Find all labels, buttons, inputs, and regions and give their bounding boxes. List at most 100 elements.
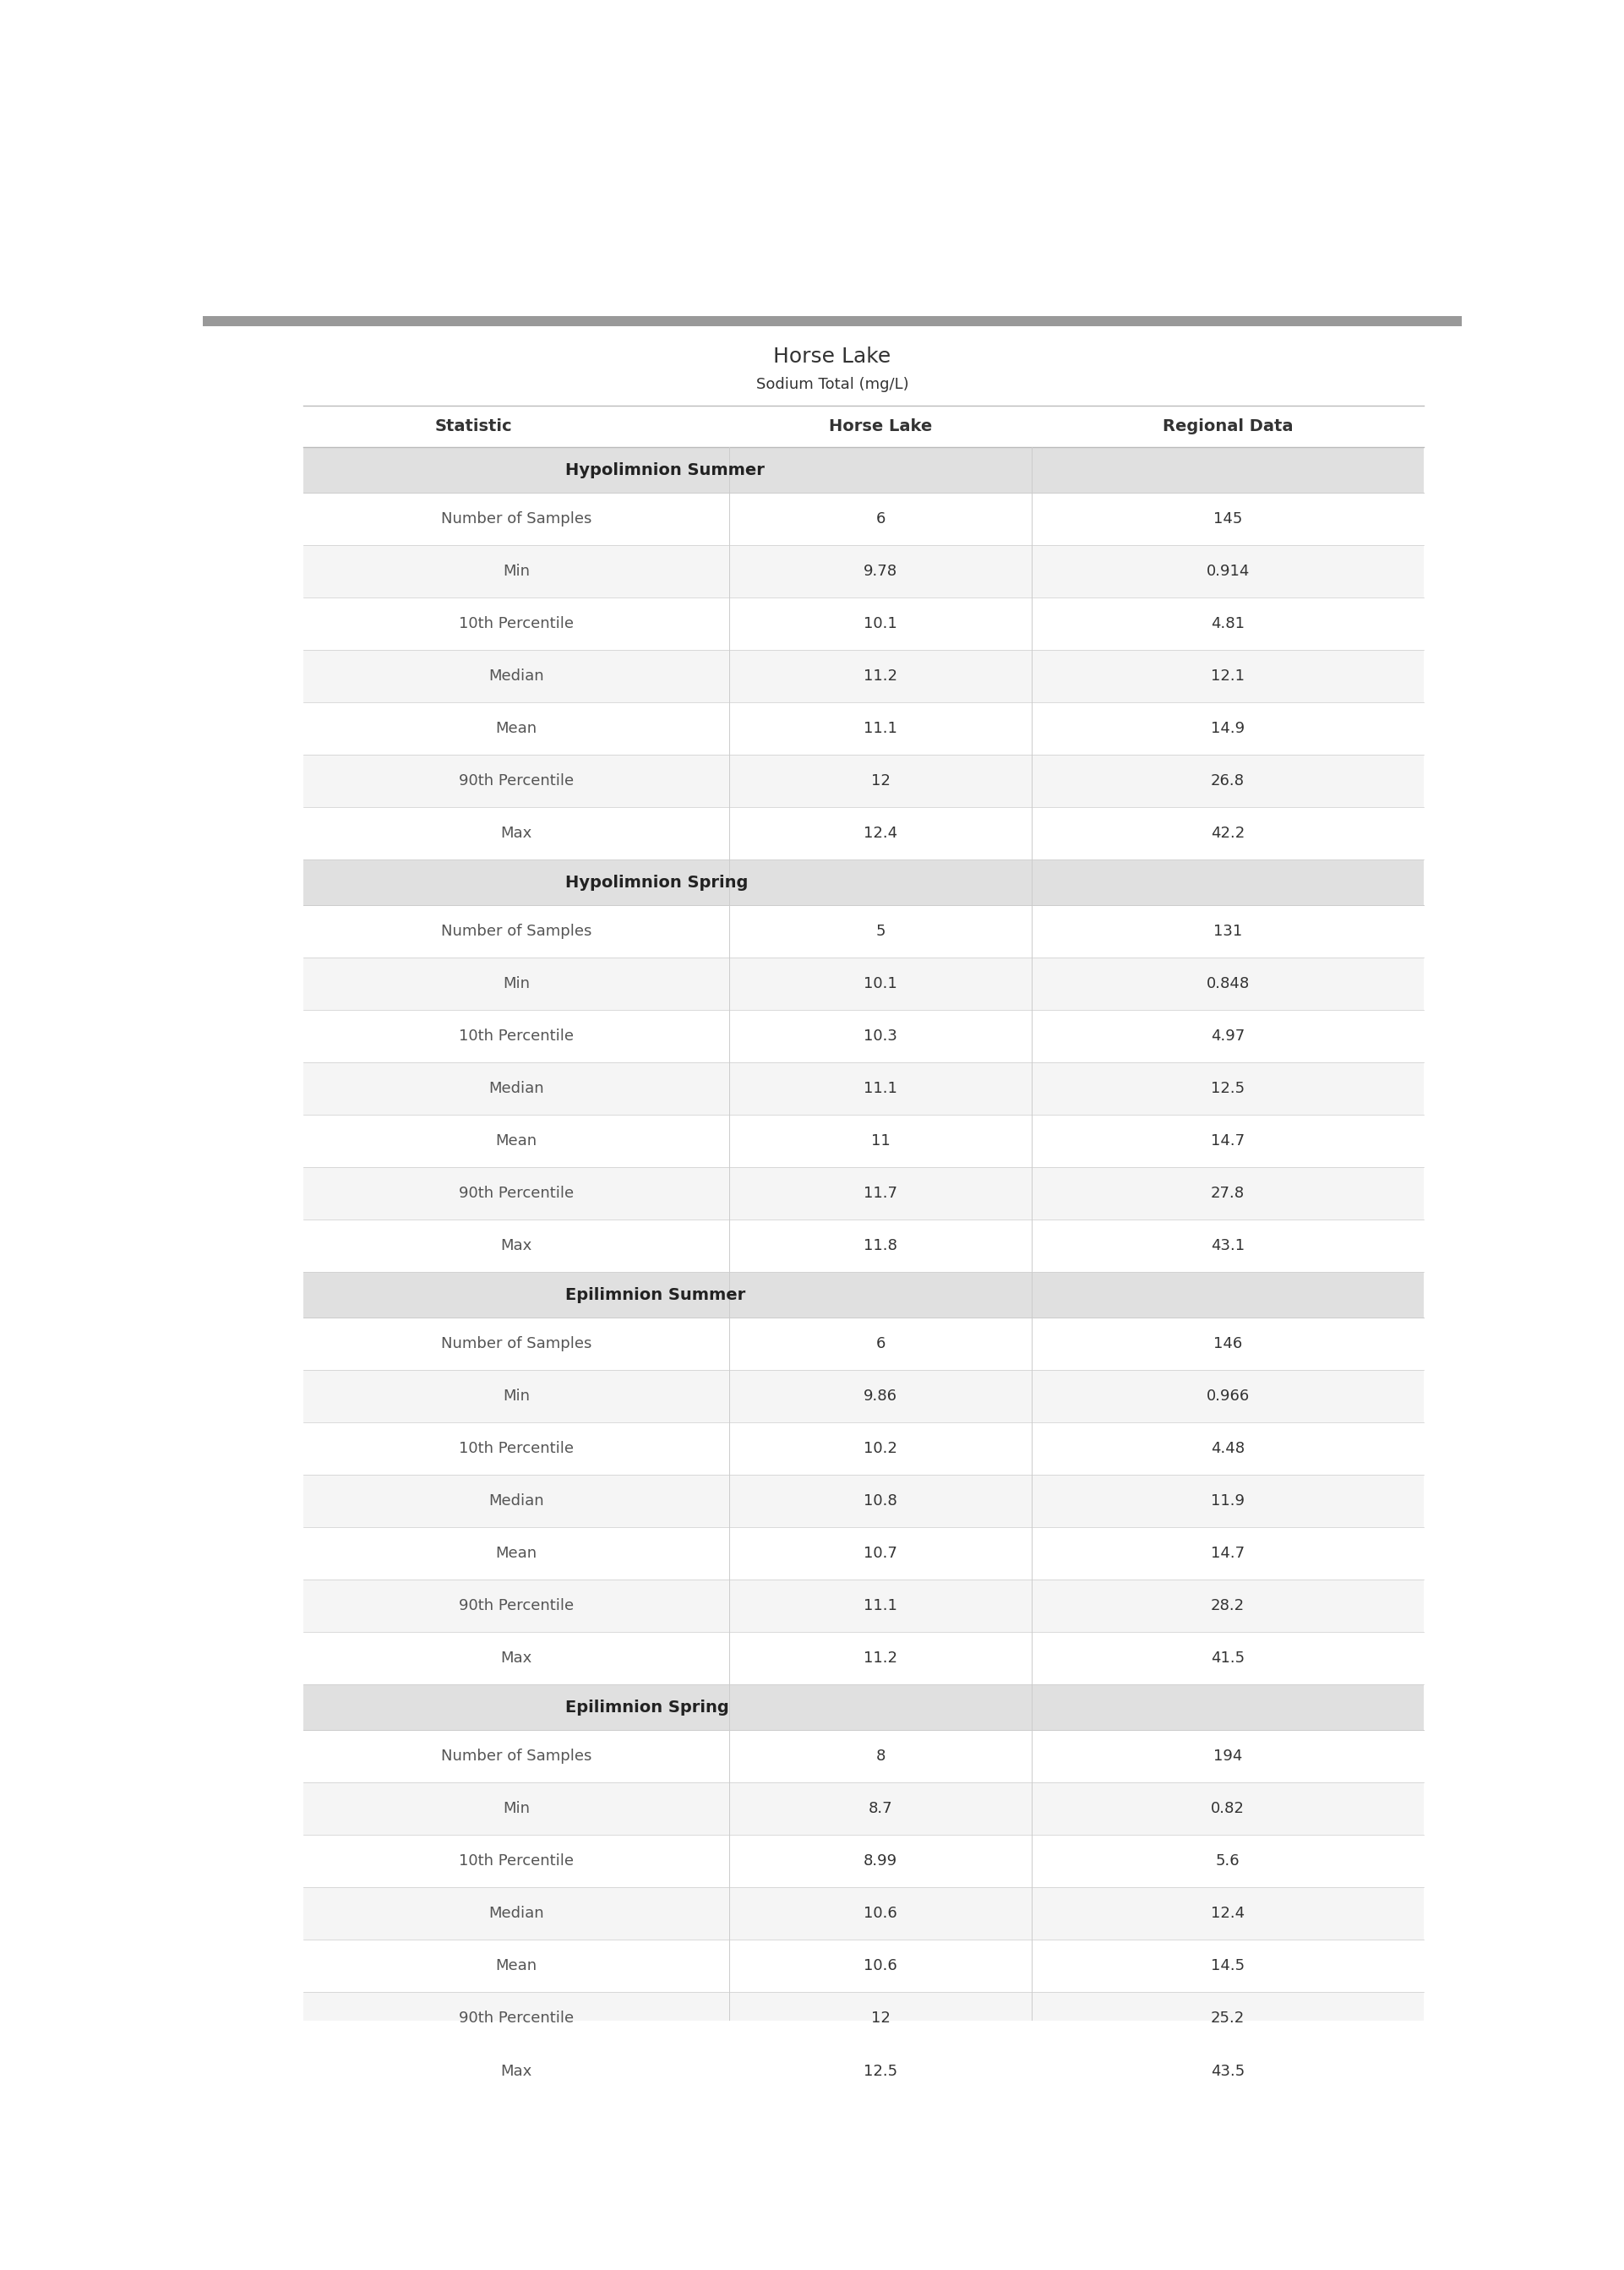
- Text: Median: Median: [489, 1494, 544, 1510]
- Text: Number of Samples: Number of Samples: [442, 511, 591, 527]
- Text: 10.6: 10.6: [864, 1959, 898, 1973]
- Text: Number of Samples: Number of Samples: [442, 1337, 591, 1351]
- Text: Statistic: Statistic: [435, 418, 512, 434]
- Text: 194: 194: [1213, 1748, 1242, 1764]
- Text: 146: 146: [1213, 1337, 1242, 1351]
- Text: Regional Data: Regional Data: [1163, 418, 1293, 434]
- Bar: [304, 860, 1424, 906]
- Text: 5: 5: [875, 924, 885, 940]
- Text: 10.6: 10.6: [864, 1907, 898, 1920]
- Bar: [304, 1010, 1424, 1062]
- Text: Hypolimnion Spring: Hypolimnion Spring: [565, 874, 749, 890]
- Text: 10th Percentile: 10th Percentile: [460, 1855, 573, 1868]
- Text: 9.86: 9.86: [864, 1389, 898, 1403]
- Text: 10.8: 10.8: [864, 1494, 898, 1510]
- Text: 4.48: 4.48: [1212, 1441, 1244, 1457]
- Text: 0.82: 0.82: [1212, 1800, 1244, 1816]
- Text: Median: Median: [489, 670, 544, 683]
- Bar: [304, 958, 1424, 1010]
- Text: 11.8: 11.8: [864, 1239, 898, 1253]
- Text: 5.6: 5.6: [1216, 1855, 1239, 1868]
- Text: Hypolimnion Summer: Hypolimnion Summer: [565, 461, 765, 479]
- Text: 12.4: 12.4: [1212, 1907, 1244, 1920]
- Text: Sodium Total (mg/L): Sodium Total (mg/L): [757, 377, 908, 393]
- Bar: [304, 808, 1424, 860]
- Text: 43.5: 43.5: [1212, 2063, 1246, 2079]
- Text: 14.7: 14.7: [1212, 1133, 1244, 1149]
- Bar: [304, 597, 1424, 649]
- Bar: [304, 2045, 1424, 2097]
- Bar: [304, 1580, 1424, 1632]
- Text: 11.1: 11.1: [864, 1081, 898, 1096]
- Bar: [203, 316, 1462, 327]
- Bar: [304, 1684, 1424, 1730]
- Text: 25.2: 25.2: [1212, 2011, 1246, 2027]
- Bar: [304, 1271, 1424, 1317]
- Text: 14.7: 14.7: [1212, 1546, 1244, 1562]
- Text: 0.966: 0.966: [1207, 1389, 1249, 1403]
- Text: 12: 12: [870, 2011, 890, 2027]
- Text: Epilimnion Summer: Epilimnion Summer: [565, 1287, 745, 1303]
- Text: 14.9: 14.9: [1212, 722, 1244, 735]
- Bar: [304, 1730, 1424, 1782]
- Text: 145: 145: [1213, 511, 1242, 527]
- Text: 12.4: 12.4: [864, 826, 898, 842]
- Bar: [304, 756, 1424, 808]
- Bar: [304, 1632, 1424, 1684]
- Text: 10.3: 10.3: [864, 1028, 898, 1044]
- Text: 27.8: 27.8: [1212, 1185, 1244, 1201]
- Bar: [304, 1476, 1424, 1528]
- Bar: [304, 1782, 1424, 1834]
- Bar: [304, 1993, 1424, 2045]
- Text: 12.1: 12.1: [1212, 670, 1244, 683]
- Text: Epilimnion Spring: Epilimnion Spring: [565, 1700, 729, 1716]
- Text: Mean: Mean: [495, 1546, 538, 1562]
- Text: 90th Percentile: 90th Percentile: [460, 1598, 573, 1614]
- Text: Min: Min: [503, 1389, 529, 1403]
- Text: 10th Percentile: 10th Percentile: [460, 615, 573, 631]
- Text: 11.7: 11.7: [864, 1185, 898, 1201]
- Text: Max: Max: [500, 1650, 533, 1666]
- Bar: [304, 649, 1424, 701]
- Text: 8: 8: [875, 1748, 885, 1764]
- Text: 10.1: 10.1: [864, 615, 898, 631]
- Text: Horse Lake: Horse Lake: [828, 418, 932, 434]
- Bar: [304, 545, 1424, 597]
- Text: 0.914: 0.914: [1207, 563, 1249, 579]
- Text: 10.7: 10.7: [864, 1546, 898, 1562]
- Text: 131: 131: [1213, 924, 1242, 940]
- Text: 8.7: 8.7: [869, 1800, 893, 1816]
- Text: 10th Percentile: 10th Percentile: [460, 1028, 573, 1044]
- Bar: [304, 1834, 1424, 1886]
- Text: 14.5: 14.5: [1212, 1959, 1244, 1973]
- Text: 6: 6: [875, 1337, 885, 1351]
- Bar: [304, 1062, 1424, 1115]
- Bar: [304, 1528, 1424, 1580]
- Bar: [304, 1115, 1424, 1167]
- Text: Mean: Mean: [495, 1959, 538, 1973]
- Text: 10.1: 10.1: [864, 976, 898, 992]
- Bar: [304, 701, 1424, 756]
- Text: 11.9: 11.9: [1212, 1494, 1244, 1510]
- Text: Max: Max: [500, 1239, 533, 1253]
- Text: Horse Lake: Horse Lake: [773, 345, 892, 365]
- Text: 11.2: 11.2: [864, 670, 898, 683]
- Text: Max: Max: [500, 826, 533, 842]
- Text: 42.2: 42.2: [1212, 826, 1246, 842]
- Bar: [304, 1317, 1424, 1371]
- Text: Median: Median: [489, 1081, 544, 1096]
- Text: 8.99: 8.99: [864, 1855, 898, 1868]
- Text: 4.97: 4.97: [1212, 1028, 1246, 1044]
- Text: 6: 6: [875, 511, 885, 527]
- Text: Min: Min: [503, 1800, 529, 1816]
- Text: Number of Samples: Number of Samples: [442, 924, 591, 940]
- Bar: [304, 906, 1424, 958]
- Text: 12: 12: [870, 774, 890, 788]
- Text: 10.2: 10.2: [864, 1441, 898, 1457]
- Text: 11.2: 11.2: [864, 1650, 898, 1666]
- Bar: [304, 1886, 1424, 1941]
- Text: Median: Median: [489, 1907, 544, 1920]
- Text: 11.1: 11.1: [864, 1598, 898, 1614]
- Text: 90th Percentile: 90th Percentile: [460, 2011, 573, 2027]
- Text: Min: Min: [503, 563, 529, 579]
